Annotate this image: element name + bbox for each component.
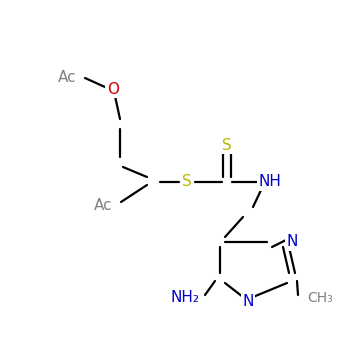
Text: CH₃: CH₃ xyxy=(307,291,333,305)
Text: NH: NH xyxy=(259,175,281,189)
Text: N: N xyxy=(242,294,254,309)
Text: O: O xyxy=(107,82,119,97)
Text: N: N xyxy=(286,234,298,250)
Text: Ac: Ac xyxy=(58,70,76,85)
Text: S: S xyxy=(182,175,192,189)
Text: S: S xyxy=(222,138,232,153)
Text: Ac: Ac xyxy=(94,197,112,212)
Text: NH₂: NH₂ xyxy=(170,290,199,306)
